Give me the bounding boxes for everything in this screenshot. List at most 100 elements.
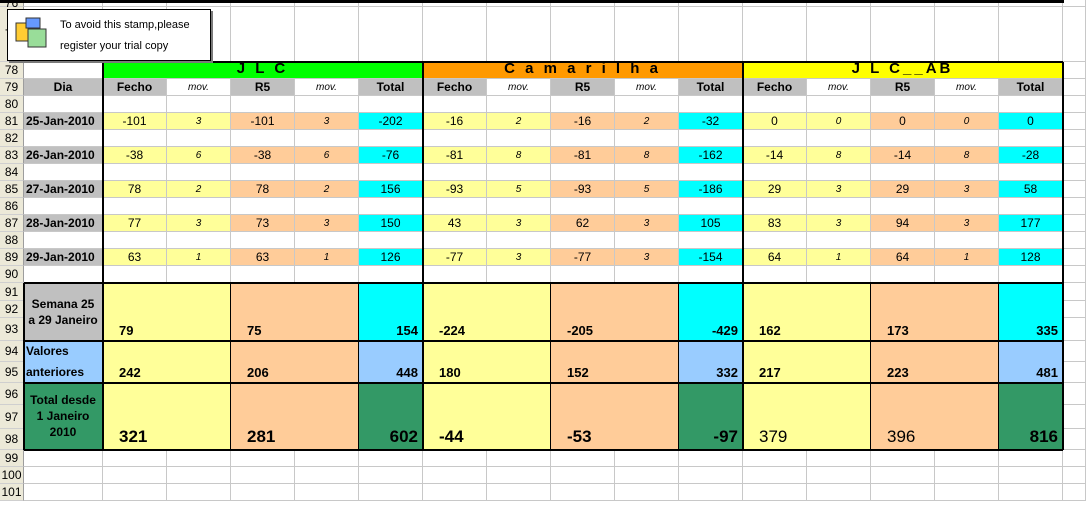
empty-cell[interactable] (487, 450, 551, 467)
date-cell[interactable]: 27-Jan-2010 (24, 181, 103, 198)
semana-value[interactable]: 75 (231, 283, 359, 341)
empty-cell[interactable] (24, 467, 103, 484)
anteriores-value[interactable]: 242 (103, 341, 231, 383)
mov-cell[interactable]: 5 (487, 181, 551, 198)
empty-cell[interactable] (551, 96, 615, 113)
mov-cell[interactable]: 6 (167, 147, 231, 164)
empty-cell[interactable] (167, 130, 231, 147)
empty-cell[interactable] (103, 164, 167, 181)
value-cell[interactable]: -101 (103, 113, 167, 130)
semana-value[interactable]: -224 (423, 283, 551, 341)
empty-cell[interactable] (487, 266, 551, 283)
empty-cell[interactable] (743, 7, 807, 62)
empty-cell[interactable] (1063, 147, 1086, 164)
value-cell[interactable]: -93 (551, 181, 615, 198)
empty-cell[interactable] (103, 232, 167, 249)
empty-cell[interactable] (231, 7, 295, 62)
total-value[interactable]: -44 (423, 383, 551, 450)
row-header[interactable]: 80 (0, 96, 24, 113)
total-value[interactable]: 396 (871, 383, 999, 450)
date-cell[interactable]: 28-Jan-2010 (24, 215, 103, 232)
anteriores-label[interactable]: Valores anteriores (24, 341, 103, 383)
empty-cell[interactable] (231, 164, 295, 181)
group-header-3[interactable]: J L C__AB (743, 62, 1063, 79)
empty-cell[interactable] (743, 266, 807, 283)
empty-cell[interactable] (487, 7, 551, 62)
empty-cell[interactable] (359, 96, 423, 113)
header-mov[interactable]: mov. (807, 79, 871, 96)
value-cell[interactable]: -202 (359, 113, 423, 130)
empty-cell[interactable] (24, 62, 103, 79)
mov-cell[interactable]: 2 (167, 181, 231, 198)
header-total[interactable]: Total (999, 79, 1063, 96)
empty-cell[interactable] (167, 266, 231, 283)
empty-cell[interactable] (615, 484, 679, 501)
mov-cell[interactable]: 3 (807, 181, 871, 198)
row-header[interactable]: 81 (0, 113, 24, 130)
date-cell[interactable]: 29-Jan-2010 (24, 249, 103, 266)
empty-cell[interactable] (999, 130, 1063, 147)
row-header[interactable]: 92 (0, 301, 24, 318)
row-header[interactable]: 76 (0, 0, 24, 10)
empty-cell[interactable] (487, 484, 551, 501)
empty-cell[interactable] (295, 467, 359, 484)
semana-value[interactable]: 154 (359, 283, 423, 341)
empty-cell[interactable] (103, 96, 167, 113)
anteriores-value[interactable]: 152 (551, 341, 679, 383)
empty-cell[interactable] (743, 0, 807, 7)
empty-cell[interactable] (743, 232, 807, 249)
empty-cell[interactable] (487, 232, 551, 249)
empty-cell[interactable] (999, 96, 1063, 113)
empty-cell[interactable] (615, 266, 679, 283)
empty-cell[interactable] (423, 450, 487, 467)
header-fecho[interactable]: Fecho (743, 79, 807, 96)
empty-cell[interactable] (487, 96, 551, 113)
mov-cell[interactable]: 3 (295, 215, 359, 232)
empty-cell[interactable] (24, 450, 103, 467)
group-header-1[interactable]: J L C (103, 62, 423, 79)
empty-cell[interactable] (359, 232, 423, 249)
header-mov[interactable]: mov. (935, 79, 999, 96)
header-mov[interactable]: mov. (167, 79, 231, 96)
empty-cell[interactable] (615, 450, 679, 467)
empty-cell[interactable] (295, 484, 359, 501)
empty-cell[interactable] (1063, 383, 1086, 405)
semana-label[interactable]: Semana 25 a 29 Janeiro (24, 283, 103, 341)
empty-cell[interactable] (423, 0, 487, 7)
empty-cell[interactable] (935, 467, 999, 484)
empty-cell[interactable] (935, 7, 999, 62)
empty-cell[interactable] (103, 484, 167, 501)
empty-cell[interactable] (295, 232, 359, 249)
mov-cell[interactable]: 3 (615, 249, 679, 266)
empty-cell[interactable] (807, 96, 871, 113)
total-value[interactable]: 379 (743, 383, 871, 450)
empty-cell[interactable] (935, 266, 999, 283)
row-header[interactable]: 82 (0, 130, 24, 147)
mov-cell[interactable]: 3 (487, 249, 551, 266)
empty-cell[interactable] (871, 198, 935, 215)
empty-cell[interactable] (231, 450, 295, 467)
empty-cell[interactable] (1063, 429, 1086, 450)
empty-cell[interactable] (295, 198, 359, 215)
empty-cell[interactable] (935, 232, 999, 249)
row-header[interactable]: 87 (0, 215, 24, 232)
value-cell[interactable]: -16 (551, 113, 615, 130)
empty-cell[interactable] (231, 198, 295, 215)
mov-cell[interactable]: 8 (615, 147, 679, 164)
group-header-2[interactable]: C a m a r i l h a (423, 62, 743, 79)
row-header[interactable]: 90 (0, 266, 24, 283)
empty-cell[interactable] (1063, 181, 1086, 198)
empty-cell[interactable] (487, 130, 551, 147)
empty-cell[interactable] (679, 198, 743, 215)
empty-cell[interactable] (24, 130, 103, 147)
total-value[interactable]: 321 (103, 383, 231, 450)
empty-cell[interactable] (24, 266, 103, 283)
value-cell[interactable]: -28 (999, 147, 1063, 164)
mov-cell[interactable]: 2 (615, 113, 679, 130)
empty-cell[interactable] (231, 96, 295, 113)
row-header[interactable]: 99 (0, 450, 24, 467)
header-fecho[interactable]: Fecho (103, 79, 167, 96)
value-cell[interactable]: 105 (679, 215, 743, 232)
value-cell[interactable]: 78 (231, 181, 295, 198)
total-value[interactable]: -97 (679, 383, 743, 450)
